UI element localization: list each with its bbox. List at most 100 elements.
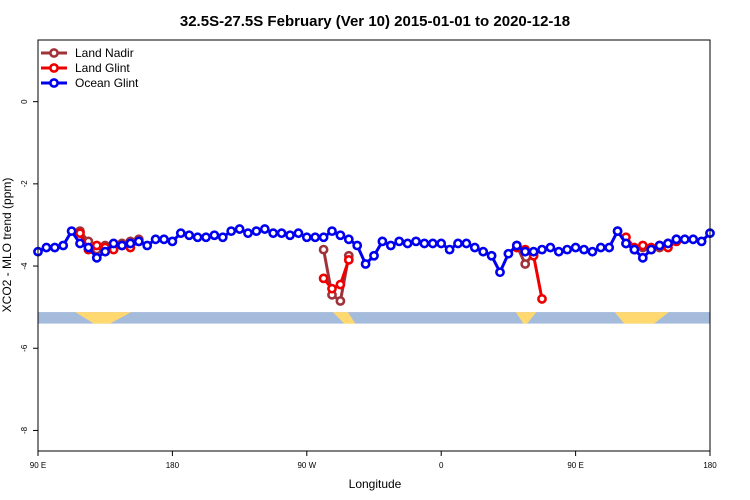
data-point xyxy=(637,240,648,251)
data-point xyxy=(411,236,421,247)
data-point xyxy=(75,228,85,239)
data-point xyxy=(66,226,77,237)
data-point xyxy=(486,250,497,261)
land-band-0 xyxy=(75,312,132,324)
data-point xyxy=(343,254,354,265)
y-axis-label: XCO2 - MLO trend (ppm) xyxy=(0,178,14,313)
data-point xyxy=(495,267,505,278)
data-point xyxy=(293,228,304,239)
legend-item: Ocean Glint xyxy=(41,76,139,90)
data-point xyxy=(453,238,463,249)
x-tick-label: 90 E xyxy=(567,461,583,470)
data-point xyxy=(352,240,363,251)
data-point xyxy=(537,244,547,255)
data-point xyxy=(301,232,312,243)
series-line xyxy=(322,249,351,304)
data-point xyxy=(360,259,371,269)
data-point xyxy=(604,242,615,253)
data-point xyxy=(545,242,556,253)
data-point xyxy=(528,246,539,257)
data-point xyxy=(167,236,178,247)
data-point xyxy=(49,242,60,253)
data-point xyxy=(276,228,287,239)
data-point xyxy=(621,238,631,249)
data-point xyxy=(91,252,102,263)
data-point xyxy=(679,234,690,245)
data-point xyxy=(310,232,321,243)
y-tick-label: -8 xyxy=(20,426,29,434)
legend-item: Land Glint xyxy=(41,61,130,75)
legend-marker xyxy=(49,78,59,88)
y-tick-label: 0 xyxy=(20,99,29,104)
data-point xyxy=(478,246,489,257)
y-axis: 0 -2 -4 -6 -8 xyxy=(20,99,38,434)
y-tick-label: -6 xyxy=(20,344,29,352)
data-point xyxy=(385,240,396,251)
x-tick-label: 180 xyxy=(703,461,717,470)
data-point xyxy=(520,246,531,257)
legend-item: Land Nadir xyxy=(41,46,134,60)
data-point xyxy=(41,242,52,253)
data-point xyxy=(285,230,295,241)
data-point xyxy=(419,238,430,249)
data-point xyxy=(217,232,228,243)
data-point xyxy=(646,244,657,255)
data-point xyxy=(654,240,665,251)
legend-marker xyxy=(49,63,59,73)
data-point xyxy=(511,240,522,251)
data-point xyxy=(259,224,270,234)
data-point xyxy=(469,242,480,253)
land-band-2 xyxy=(515,312,537,324)
land-ocean-strip xyxy=(38,312,710,324)
data-point xyxy=(461,238,472,249)
data-point xyxy=(58,240,69,251)
legend-label: Ocean Glint xyxy=(75,76,139,90)
data-point xyxy=(318,244,329,255)
x-tick-label: 0 xyxy=(439,461,444,470)
x-tick-label: 180 xyxy=(166,461,180,470)
data-point xyxy=(343,234,354,245)
legend-label: Land Glint xyxy=(75,61,130,75)
data-point xyxy=(209,230,220,241)
x-tick-label: 90 W xyxy=(297,461,316,470)
data-point xyxy=(100,246,111,257)
data-point xyxy=(243,228,253,239)
data-point xyxy=(117,240,127,251)
data-point xyxy=(142,240,153,251)
data-point xyxy=(327,226,337,237)
data-point xyxy=(612,226,623,237)
data-point xyxy=(377,236,388,247)
data-point xyxy=(108,238,119,249)
data-point xyxy=(318,273,329,284)
data-point xyxy=(637,252,648,263)
chart-title: 32.5S-27.5S February (Ver 10) 2015-01-01… xyxy=(180,13,570,30)
data-point xyxy=(696,236,707,247)
data-point xyxy=(125,238,136,249)
data-point xyxy=(629,244,640,255)
series-ocean-glint xyxy=(33,224,715,278)
data-point xyxy=(83,242,94,253)
data-point xyxy=(335,279,346,290)
data-point xyxy=(394,236,405,247)
series-layer xyxy=(33,224,715,306)
data-point xyxy=(159,234,169,245)
x-tick-label: 90 E xyxy=(30,461,46,470)
data-point xyxy=(133,236,144,247)
data-point xyxy=(595,242,606,253)
data-point xyxy=(688,234,699,245)
y-tick-label: -2 xyxy=(20,180,29,188)
data-point xyxy=(579,244,589,255)
data-point xyxy=(663,238,673,249)
data-point xyxy=(335,230,346,241)
data-point xyxy=(402,238,413,249)
data-point xyxy=(201,232,211,243)
data-point xyxy=(226,226,237,237)
data-point xyxy=(562,244,573,255)
data-point xyxy=(369,250,379,261)
data-point xyxy=(427,238,438,249)
data-point xyxy=(318,232,329,243)
ocean-band xyxy=(38,312,710,324)
